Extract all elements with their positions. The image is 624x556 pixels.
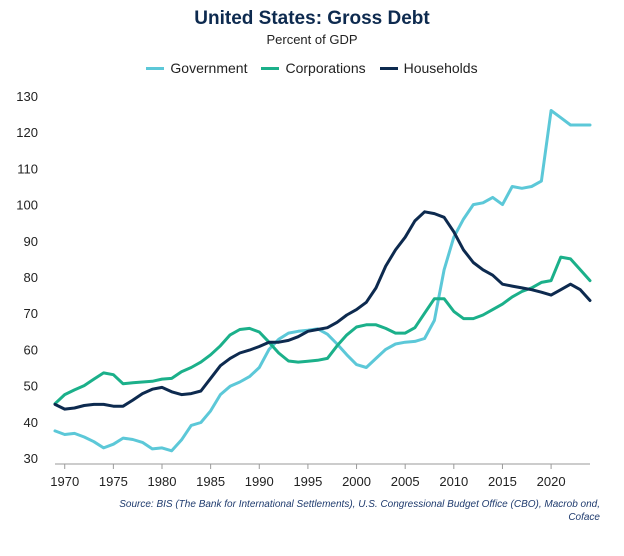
y-tick-label-110: 110: [17, 161, 38, 176]
chart-subtitle: Percent of GDP: [266, 32, 358, 47]
legend-item-government: Government: [146, 60, 247, 76]
x-tick-label-1980: 1980: [148, 474, 177, 489]
series-line-households: [53, 210, 592, 411]
y-tick-label-40: 40: [24, 415, 38, 430]
x-tick-label-1985: 1985: [196, 474, 225, 489]
y-tick-label-60: 60: [24, 342, 38, 357]
series-line-government: [53, 109, 592, 453]
x-tick-label-1995: 1995: [293, 474, 322, 489]
y-tick-label-30: 30: [24, 451, 38, 466]
source-line-2: Coface: [568, 512, 600, 523]
y-tick-label-100: 100: [16, 198, 38, 213]
x-tick-label-2000: 2000: [342, 474, 371, 489]
chart-title: United States: Gross Debt: [194, 8, 430, 29]
x-tick-label-1990: 1990: [245, 474, 274, 489]
x-tick-label-1970: 1970: [50, 474, 79, 489]
x-tick-label-2010: 2010: [439, 474, 468, 489]
legend-item-corporations: Corporations: [261, 60, 366, 76]
y-tick-label-90: 90: [24, 234, 38, 249]
y-tick-label-50: 50: [24, 379, 38, 394]
source-note: Source: BIS (The Bank for International …: [70, 498, 600, 524]
y-tick-label-70: 70: [24, 306, 38, 321]
y-tick-label-130: 130: [16, 89, 38, 104]
source-line-1: Source: BIS (The Bank for International …: [119, 499, 600, 510]
series-line-corporations: [53, 255, 592, 406]
legend-label-government: Government: [170, 60, 248, 76]
x-tick-label-2005: 2005: [391, 474, 420, 489]
chart-legend: Government Corporations Households: [0, 60, 624, 76]
x-tick-label-2020: 2020: [537, 474, 566, 489]
legend-item-households: Households: [379, 60, 478, 76]
legend-swatch-households: [379, 66, 398, 70]
legend-swatch-government: [146, 66, 165, 70]
y-tick-label-80: 80: [24, 270, 38, 285]
y-tick-label-120: 120: [16, 125, 38, 140]
legend-label-corporations: Corporations: [285, 60, 366, 76]
legend-swatch-corporations: [261, 66, 280, 70]
x-tick-label-1975: 1975: [99, 474, 128, 489]
x-tick-label-2015: 2015: [488, 474, 517, 489]
legend-label-households: Households: [403, 60, 478, 76]
